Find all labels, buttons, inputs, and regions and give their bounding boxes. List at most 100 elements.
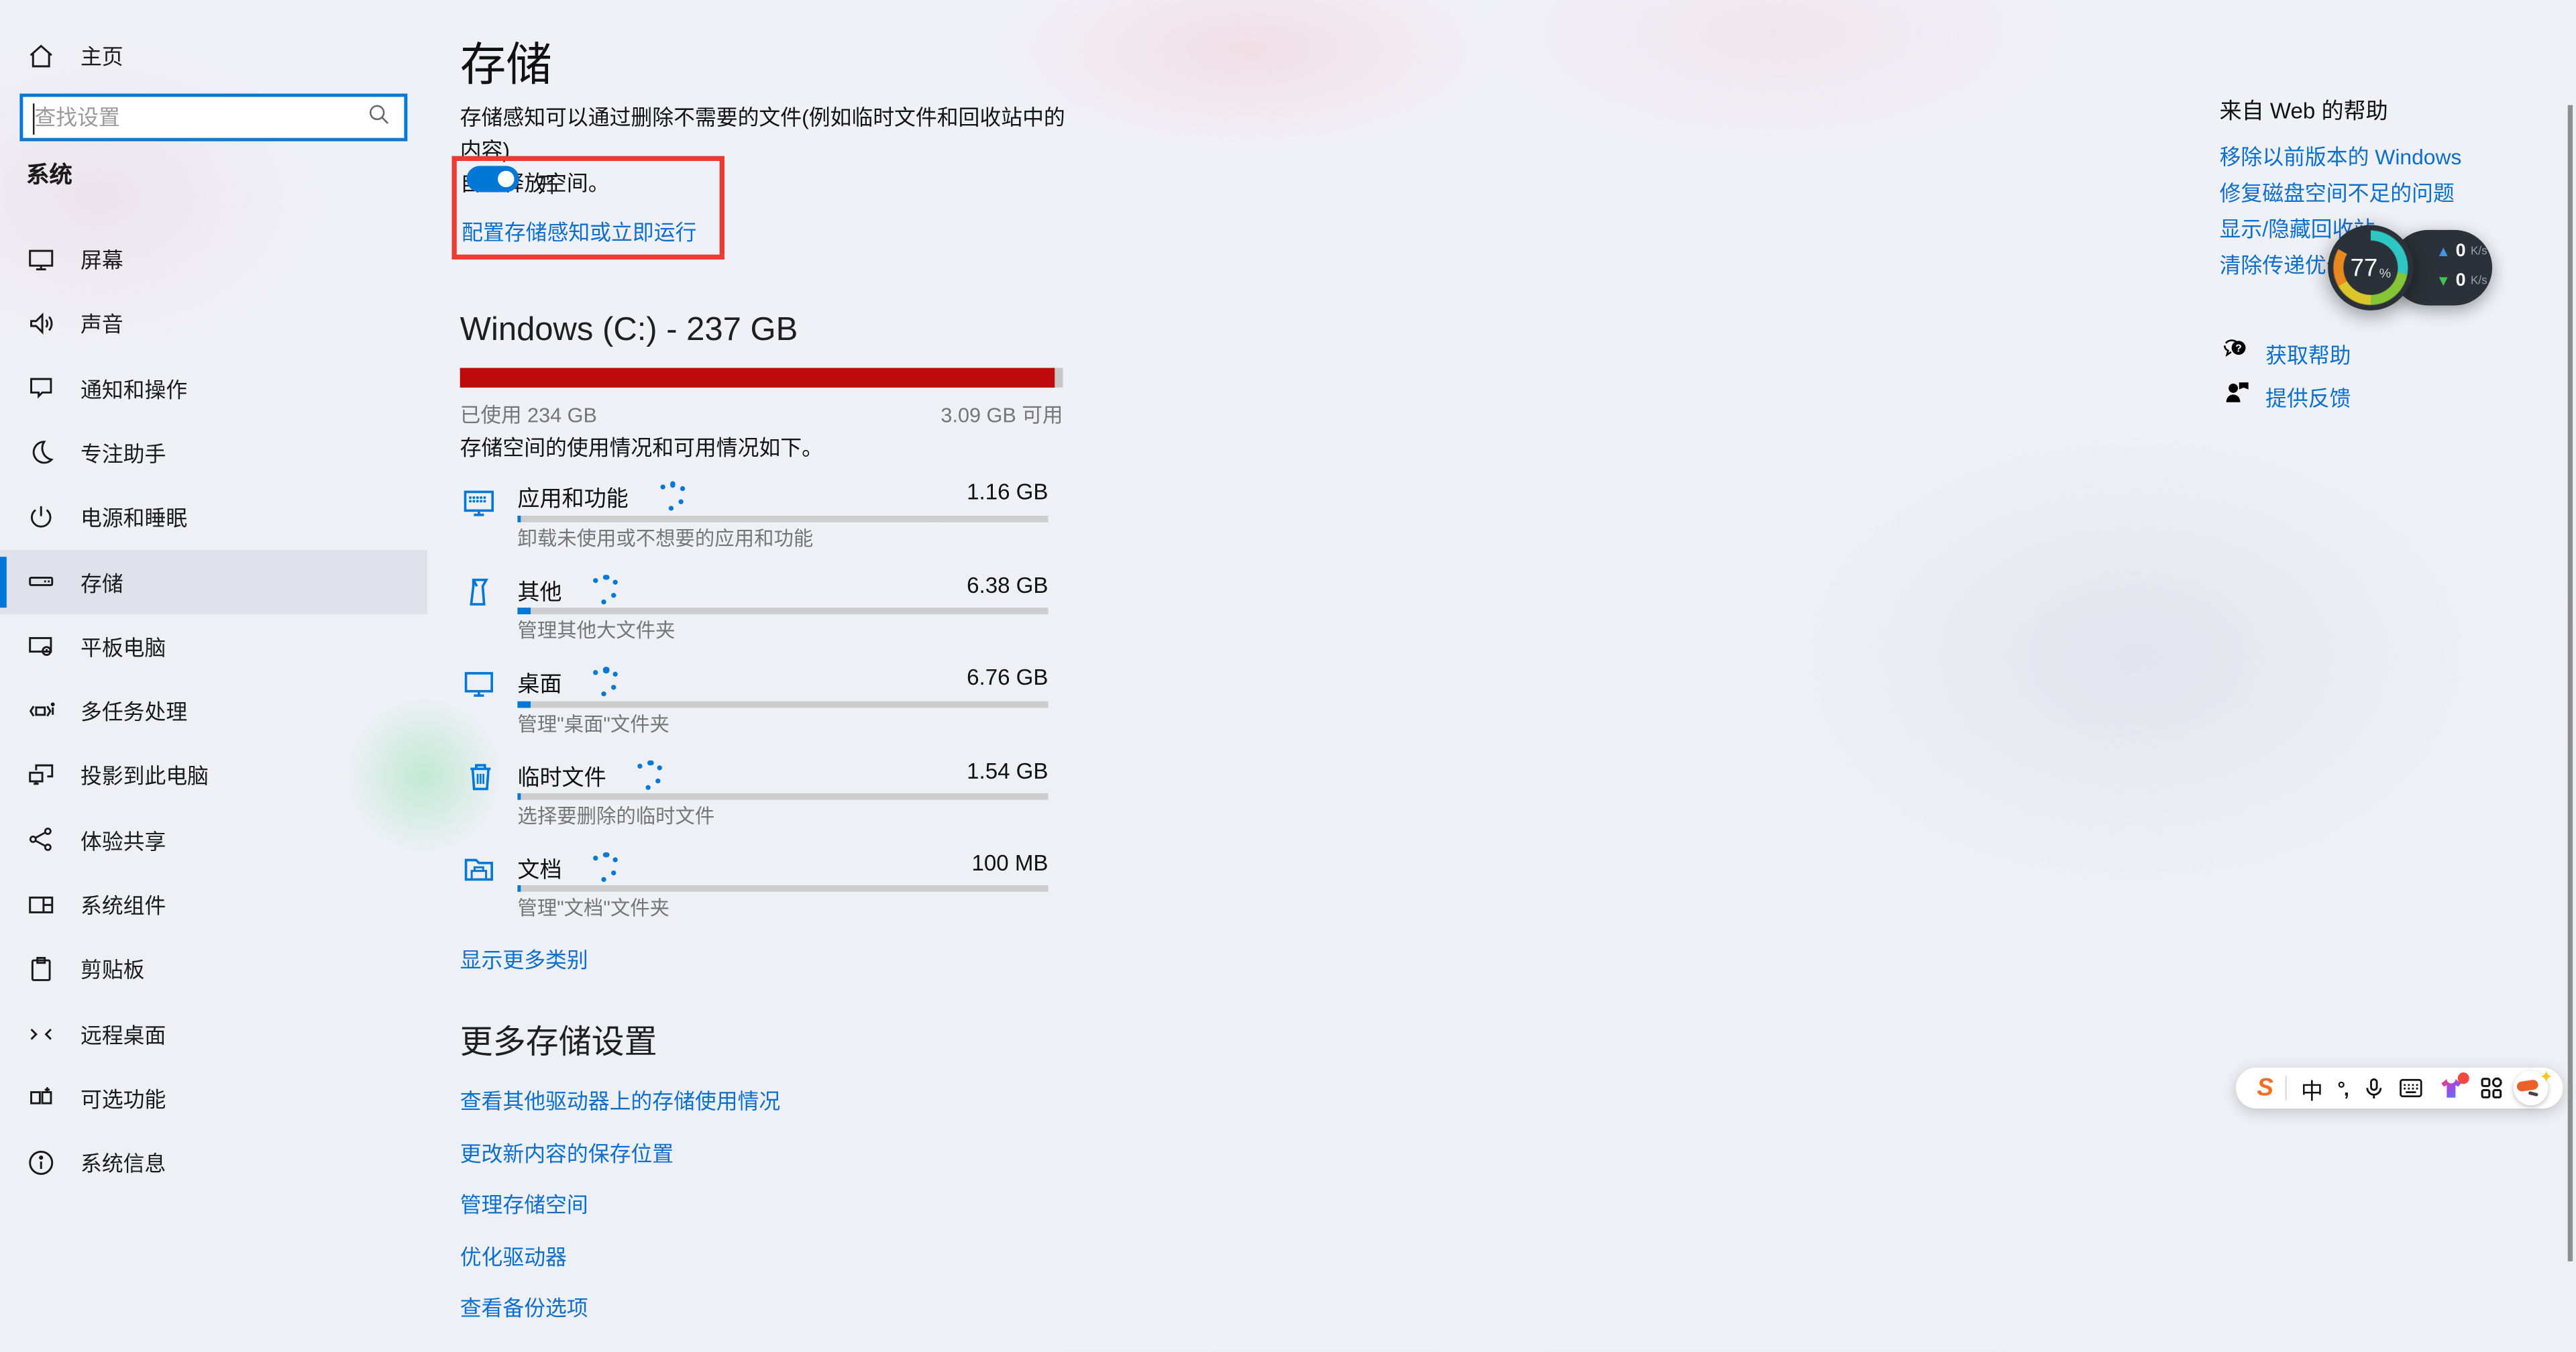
help-link-remove-old-windows[interactable]: 移除以前版本的 Windows [2219, 144, 2462, 170]
show-more-categories-link[interactable]: 显示更多类别 [460, 948, 588, 972]
sidebar-item-focus[interactable]: 专注助手 [0, 420, 427, 485]
category-title-row[interactable]: 其他 [517, 572, 627, 605]
change-save-location-link[interactable]: 更改新内容的保存位置 [460, 1140, 674, 1166]
drive-heading: Windows (C:) - 237 GB [460, 312, 798, 349]
ime-punctuation-button[interactable]: °, [2337, 1076, 2349, 1100]
search-box[interactable] [19, 93, 408, 142]
sidebar-item-label: 通知和操作 [80, 377, 188, 402]
download-arrow-icon: ▼ [2436, 272, 2451, 288]
category-title-row[interactable]: 文档 [517, 850, 627, 883]
category-subtitle[interactable]: 选择要删除的临时文件 [517, 805, 715, 828]
storage-sense-toggle[interactable] [466, 166, 519, 192]
sidebar-home-label: 主页 [80, 44, 123, 69]
sidebar-item-label: 系统信息 [80, 1151, 166, 1176]
sidebar-item-system-components[interactable]: 系统组件 [0, 872, 427, 936]
category-size: 6.76 GB [967, 665, 1049, 690]
gauge-percent: 77 % [2328, 225, 2413, 311]
apps-features-icon [462, 486, 496, 520]
keyboard-icon[interactable] [2392, 1076, 2430, 1101]
drive-usage-fill [460, 368, 1055, 387]
sidebar-item-tablet[interactable]: 平板电脑 [0, 614, 427, 678]
sidebar-item-label: 剪贴板 [80, 958, 145, 983]
category-bar [517, 793, 1049, 800]
view-other-drives-link[interactable]: 查看其他驱动器上的存储使用情况 [460, 1088, 781, 1114]
sidebar-item-sound[interactable]: 声音 [0, 291, 427, 355]
skin-shirt-icon[interactable] [2431, 1071, 2473, 1101]
category-subtitle[interactable]: 管理"桌面"文件夹 [517, 712, 670, 735]
home-icon [26, 40, 56, 70]
annotation-rectangle [451, 156, 724, 260]
sidebar-item-remote-desktop[interactable]: 远程桌面 [0, 1001, 427, 1066]
upload-row: ▲ 0 K/s [2412, 240, 2487, 263]
sidebar-item-notifications[interactable]: 通知和操作 [0, 355, 427, 420]
sidebar-item-about[interactable]: 系统信息 [0, 1130, 427, 1194]
sidebar-item-label: 屏幕 [80, 247, 123, 273]
category-title-row[interactable]: 应用和功能 [517, 480, 694, 512]
feedback-link[interactable]: 提供反馈 [2265, 386, 2351, 411]
loading-spinner [588, 850, 628, 883]
sidebar-item-storage[interactable]: 存储 [0, 549, 427, 614]
manage-storage-spaces-link[interactable]: 管理存储空间 [460, 1192, 588, 1217]
configure-storage-sense-link[interactable]: 配置存储感知或立即运行 [462, 220, 697, 245]
ime-mode-button[interactable]: 中 [2300, 1078, 2323, 1103]
share-icon [26, 825, 56, 854]
toolbox-grid-icon[interactable] [2473, 1076, 2511, 1101]
loading-spinner [588, 572, 628, 605]
microphone-icon[interactable] [2357, 1075, 2392, 1101]
category-name: 临时文件 [517, 765, 606, 789]
sidebar-item-home[interactable]: 主页 [0, 23, 427, 87]
search-input[interactable] [23, 105, 367, 130]
sidebar-item-label: 多任务处理 [80, 699, 188, 725]
storage-icon [26, 567, 56, 596]
power-icon [26, 502, 56, 532]
web-help-heading: 来自 Web 的帮助 [2219, 98, 2388, 123]
documents-icon [462, 851, 496, 885]
mascot-icon[interactable]: ✦ [2511, 1069, 2553, 1106]
category-title-row[interactable]: 桌面 [517, 665, 627, 698]
backup-options-link[interactable]: 查看备份选项 [460, 1296, 588, 1320]
cpu-gauge-widget[interactable]: 77 % [2328, 225, 2414, 311]
help-link-fix-low-disk[interactable]: 修复磁盘空间不足的问题 [2219, 180, 2455, 206]
usage-note: 存储空间的使用情况和可用情况如下。 [460, 435, 823, 460]
toggle-knob [498, 170, 515, 188]
category-subtitle[interactable]: 管理其他大文件夹 [517, 619, 676, 642]
loading-spinner [588, 665, 628, 698]
sidebar-item-optional-features[interactable]: 可选功能 [0, 1066, 427, 1130]
category-name: 桌面 [517, 671, 562, 697]
sogou-logo[interactable]: S [2257, 1074, 2273, 1103]
sidebar-item-power[interactable]: 电源和睡眠 [0, 485, 427, 549]
category-size: 1.54 GB [967, 758, 1049, 783]
download-unit: K/s [2470, 275, 2487, 287]
sidebar-item-label: 存储 [80, 571, 123, 596]
clipboard-icon [26, 954, 56, 983]
category-bar-fill [517, 514, 521, 522]
display-icon [26, 244, 56, 274]
gauge-ring [2331, 228, 2410, 307]
sidebar-item-label: 可选功能 [80, 1086, 166, 1112]
category-title-row[interactable]: 临时文件 [517, 758, 672, 791]
vertical-scrollbar-thumb[interactable] [2567, 105, 2573, 1261]
search-icon[interactable] [366, 101, 391, 134]
sidebar-item-multitasking[interactable]: 多任务处理 [0, 679, 427, 743]
feedback-icon [2222, 378, 2251, 406]
sidebar-item-label: 声音 [80, 313, 123, 337]
sidebar-item-display[interactable]: 屏幕 [0, 227, 427, 291]
notification-dot [2457, 1071, 2470, 1084]
sidebar-item-clipboard[interactable]: 剪贴板 [0, 937, 427, 1001]
drive-used-label: 已使用 234 GB [460, 404, 597, 427]
category-bar [517, 700, 1049, 708]
sidebar-section-title: 系统 [26, 161, 72, 188]
loading-spinner [655, 480, 694, 512]
loading-spinner [633, 758, 672, 791]
toolbar-divider [2284, 1076, 2286, 1101]
sidebar-item-shared-experiences[interactable]: 体验共享 [0, 807, 427, 872]
sidebar-item-projecting[interactable]: 投影到此电脑 [0, 743, 427, 807]
sidebar-item-label: 远程桌面 [80, 1022, 166, 1048]
optimize-drives-link[interactable]: 优化驱动器 [460, 1244, 567, 1269]
category-bar [517, 885, 1049, 892]
category-subtitle[interactable]: 管理"文档"文件夹 [517, 897, 670, 920]
category-bar-fill [517, 793, 521, 800]
get-help-link[interactable]: 获取帮助 [2265, 343, 2351, 368]
category-subtitle[interactable]: 卸载未使用或不想要的应用和功能 [517, 526, 814, 550]
